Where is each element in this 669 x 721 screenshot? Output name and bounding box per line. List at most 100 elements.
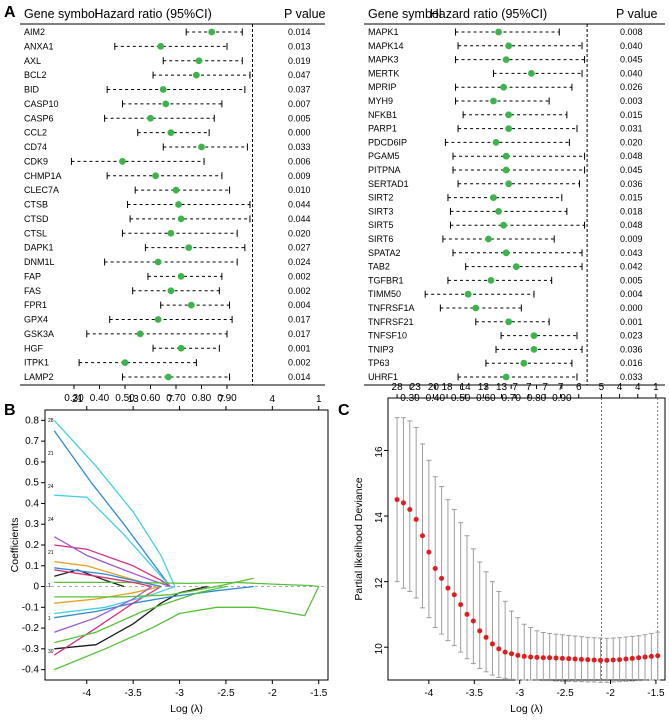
gene-label: FAS <box>24 286 41 296</box>
coefficient-path <box>53 430 171 587</box>
deviance-point <box>470 618 476 624</box>
p-value: 0.019 <box>288 56 311 66</box>
deviance-point <box>604 657 610 663</box>
y-tick-label: 0 <box>33 582 39 593</box>
p-value: 0.042 <box>620 262 643 272</box>
gene-label: MAPK1 <box>368 27 399 37</box>
deviance-point <box>598 657 604 663</box>
x-tick-label: -2.5 <box>217 688 235 699</box>
deviance-point <box>629 655 635 661</box>
gene-label: MERTK <box>368 68 399 78</box>
series-index-label: 1 <box>48 583 51 589</box>
lasso-coefficient-plot: -4 -3.5 -3 -2.5 -2 -1.5 21 13 7 7 4 1 -0.4 -0.3 -0.2 -0… <box>9 394 329 715</box>
column-header-gene: Gene symbol <box>24 7 98 21</box>
x-tick-label: -3.5 <box>125 688 143 699</box>
hazard-ratio-point <box>136 330 144 338</box>
p-value: 0.036 <box>620 179 643 189</box>
x-tick-label: 0.70 <box>166 393 186 404</box>
gene-label: CTSD <box>24 214 49 224</box>
hazard-ratio-point <box>177 215 185 223</box>
deviance-point <box>534 654 540 660</box>
coefficient-path <box>53 419 176 587</box>
p-value: 0.017 <box>288 329 311 339</box>
top-axis-label: 7 <box>558 382 564 393</box>
deviance-point <box>585 657 591 663</box>
coefficient-path <box>54 586 320 671</box>
x-tick-label: 0.40 <box>90 393 110 404</box>
x-tick-label: -1.5 <box>310 688 328 699</box>
deviance-point <box>407 506 413 512</box>
hazard-ratio-point <box>157 42 165 50</box>
deviance-point <box>509 651 515 657</box>
gene-label: DNM1L <box>24 257 55 267</box>
coefficient-path <box>54 585 176 615</box>
hazard-ratio-point <box>490 194 497 202</box>
x-tick-label: -1.5 <box>647 688 665 699</box>
hazard-ratio-point <box>490 97 497 105</box>
hazard-ratio-point <box>472 304 480 312</box>
y-axis-title: Coefficients <box>9 518 21 573</box>
deviance-point <box>578 656 584 662</box>
deviance-point <box>591 657 597 663</box>
deviance-point <box>483 634 489 640</box>
gene-label: MAPK14 <box>368 41 404 51</box>
gene-label: CTSL <box>24 228 47 238</box>
hazard-ratio-point <box>495 208 502 215</box>
panel-label-a: A <box>4 4 16 21</box>
hazard-ratio-point <box>119 157 126 165</box>
p-value: 0.023 <box>620 331 643 341</box>
p-value: 0.001 <box>288 343 311 353</box>
p-value: 0.017 <box>288 315 311 325</box>
p-value: 0.033 <box>620 372 643 382</box>
top-axis-label: 13 <box>478 382 490 393</box>
hazard-ratio-point <box>505 180 513 188</box>
deviance-point <box>572 656 578 662</box>
y-tick-label: 0.1 <box>25 561 39 572</box>
gene-label: GPX4 <box>24 315 48 325</box>
hazard-ratio-point <box>512 263 520 270</box>
deviance-point <box>496 646 502 652</box>
p-value: 0.008 <box>620 27 643 37</box>
y-tick-label: 0.3 <box>25 519 39 530</box>
hazard-ratio-point <box>159 86 167 93</box>
hazard-ratio-point <box>177 272 185 280</box>
deviance-point <box>458 602 464 608</box>
deviance-point <box>610 657 616 663</box>
gene-label: CCL2 <box>24 128 47 138</box>
gene-label: AIM2 <box>24 27 45 37</box>
hazard-ratio-point <box>195 57 203 65</box>
hazard-ratio-point <box>505 318 513 326</box>
gene-label: CD74 <box>24 142 47 152</box>
p-value: 0.014 <box>288 27 311 37</box>
gene-label: MYH9 <box>368 96 393 106</box>
deviance-point <box>636 655 642 661</box>
hazard-ratio-point <box>495 28 502 36</box>
x-axis-title: Log (λ) <box>170 703 203 715</box>
p-value: 0.014 <box>288 372 311 382</box>
x-tick-label: -3 <box>515 688 524 699</box>
gene-label: PGAM5 <box>368 151 400 161</box>
series-index-label: 21 <box>48 550 54 556</box>
gene-label: ITPK1 <box>24 358 49 368</box>
column-header-p-value: P value <box>284 7 326 21</box>
hazard-ratio-point <box>185 244 193 252</box>
p-value: 0.047 <box>288 70 311 80</box>
p-value: 0.024 <box>288 257 311 267</box>
hazard-ratio-point <box>530 332 538 339</box>
series-index-label: 1 <box>48 616 51 622</box>
p-value: 0.005 <box>620 275 643 285</box>
p-value: 0.020 <box>620 137 643 147</box>
y-tick-label: 0.2 <box>25 540 39 551</box>
hazard-ratio-point <box>121 359 129 367</box>
y-tick-label: -0.1 <box>22 602 40 613</box>
deviance-point <box>515 652 521 658</box>
gene-label: TNFSF10 <box>368 331 407 341</box>
deviance-point <box>413 516 419 522</box>
top-axis-label: 20 <box>428 382 440 393</box>
top-axis-label: 1 <box>316 394 322 405</box>
top-axis-label: 7 <box>512 382 518 393</box>
deviance-point <box>432 566 438 572</box>
gene-label: HGF <box>24 343 44 353</box>
gene-label: TGFBR1 <box>368 275 404 285</box>
